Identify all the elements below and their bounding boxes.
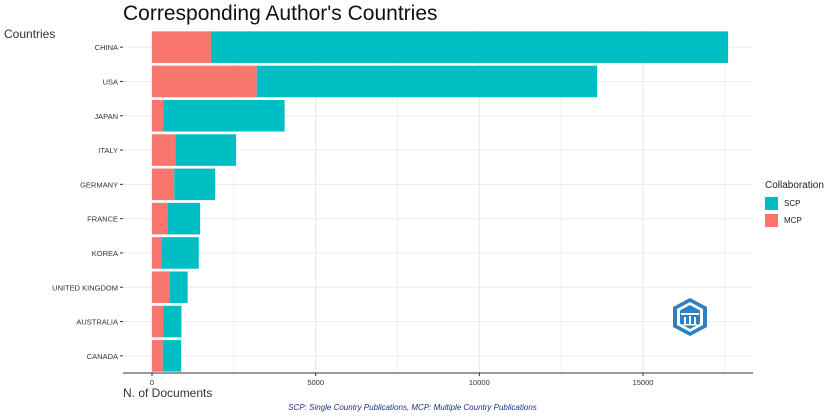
bar-mcp-canada <box>152 340 163 372</box>
y-tick-label: ITALY <box>98 146 118 155</box>
chart-caption: SCP: Single Country Publications, MCP: M… <box>288 403 537 412</box>
legend-label-scp: SCP <box>784 199 801 208</box>
bar-scp-france <box>167 202 201 235</box>
bar-scp-united-kingdom <box>169 271 188 304</box>
bar-scp-korea <box>161 237 199 269</box>
x-tick-label: 5000 <box>307 378 324 387</box>
bar-mcp-korea <box>152 237 162 269</box>
bar-scp-australia <box>163 305 182 338</box>
x-axis-label: N. of Documents <box>123 386 213 400</box>
y-tick-label: JAPAN <box>94 112 118 121</box>
bar-mcp-japan <box>152 99 164 132</box>
x-tick-label: 15000 <box>633 378 654 387</box>
shield-logo-icon <box>673 298 707 336</box>
y-tick-label: AUSTRALIA <box>76 318 118 327</box>
chart-title: Corresponding Author's Countries <box>123 2 438 25</box>
legend-key-scp <box>765 197 778 210</box>
y-axis-label: Countries <box>4 27 56 41</box>
bar-scp-usa <box>256 65 598 98</box>
bar-scp-canada <box>162 340 182 372</box>
legend-label-mcp: MCP <box>784 216 802 225</box>
y-tick-label: USA <box>103 77 118 86</box>
bar-scp-china <box>210 31 729 63</box>
bar-scp-germany <box>174 168 216 201</box>
legend-title: Collaboration <box>765 180 824 191</box>
legend: Collaboration SCP MCP <box>765 180 824 229</box>
y-tick-label: GERMANY <box>80 180 118 189</box>
bar-mcp-australia <box>152 305 164 338</box>
y-tick-label: KOREA <box>92 249 118 258</box>
bar-mcp-france <box>152 202 168 235</box>
legend-item-scp: SCP <box>765 195 824 212</box>
y-tick-label: CHINA <box>95 43 118 52</box>
y-tick-label: FRANCE <box>87 215 118 224</box>
bar-scp-japan <box>163 99 285 132</box>
x-tick-label: 0 <box>150 378 154 387</box>
bar-mcp-germany <box>152 168 175 201</box>
legend-item-mcp: MCP <box>765 212 824 229</box>
bar-mcp-united-kingdom <box>152 271 170 304</box>
x-tick-label: 10000 <box>469 378 490 387</box>
bar-mcp-china <box>152 31 211 63</box>
bar-mcp-italy <box>152 134 176 166</box>
y-tick-label: CANADA <box>87 352 118 361</box>
y-tick-label: UNITED KINGDOM <box>52 283 118 292</box>
legend-key-mcp <box>765 214 778 227</box>
bar-mcp-usa <box>152 65 257 98</box>
bar-scp-italy <box>175 134 237 166</box>
